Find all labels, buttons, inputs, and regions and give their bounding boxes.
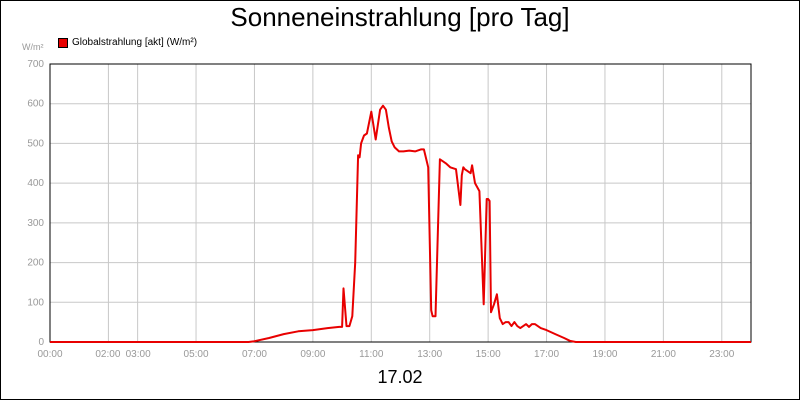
y-tick-label: 600 <box>27 99 44 110</box>
x-tick-label: 11:00 <box>359 349 384 360</box>
y-tick-label: 400 <box>27 178 44 189</box>
x-tick-label: 02:00 <box>95 349 120 360</box>
x-tick-label: 03:00 <box>126 349 151 360</box>
x-tick-label: 15:00 <box>476 349 501 360</box>
y-axis-unit-label: W/m² <box>22 42 44 52</box>
y-tick-label: 100 <box>27 297 44 308</box>
x-tick-label: 23:00 <box>709 349 734 360</box>
legend-label: Globalstrahlung [akt] (W/m²) <box>72 37 198 48</box>
y-tick-label: 700 <box>27 59 44 70</box>
y-tick-label: 300 <box>27 218 44 229</box>
x-tick-label: 00:00 <box>37 349 62 360</box>
y-tick-label: 200 <box>27 258 44 269</box>
x-tick-label: 17:00 <box>534 349 559 360</box>
x-tick-label: 05:00 <box>184 349 209 360</box>
x-tick-label: 07:00 <box>242 349 267 360</box>
legend-swatch <box>58 37 68 48</box>
x-tick-label: 09:00 <box>300 349 325 360</box>
chart-title: Sonneneinstrahlung [pro Tag] <box>230 2 570 32</box>
x-tick-label: 19:00 <box>592 349 617 360</box>
legend: Globalstrahlung [akt] (W/m²) <box>58 37 197 48</box>
series-line-globalstrahlung <box>50 104 751 343</box>
y-tick-label: 0 <box>38 337 44 348</box>
plot-area-border <box>49 63 752 343</box>
x-tick-label: 21:00 <box>651 349 676 360</box>
y-tick-label: 500 <box>27 138 44 149</box>
x-tick-label: 13:00 <box>417 349 442 360</box>
date-label: 17.02 <box>377 367 423 387</box>
